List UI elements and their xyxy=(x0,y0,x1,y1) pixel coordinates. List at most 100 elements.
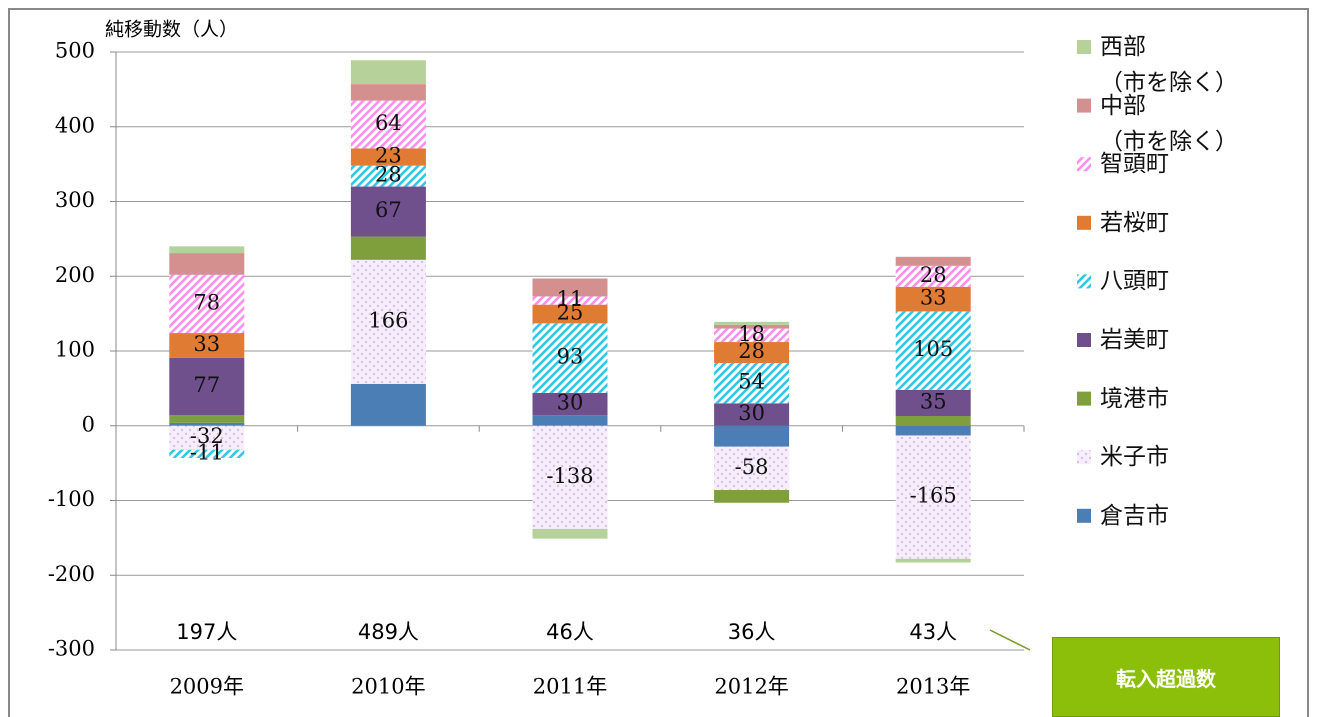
data-label: 23 xyxy=(375,144,402,168)
legend-swatch xyxy=(1077,391,1091,406)
data-label: 78 xyxy=(193,290,220,314)
bar-segment xyxy=(169,333,245,358)
bar-segment xyxy=(714,490,790,503)
data-label: 64 xyxy=(375,111,402,135)
bar-segment xyxy=(169,246,245,254)
y-tick-label: 0 xyxy=(82,412,95,436)
data-label: -11 xyxy=(190,440,224,464)
bar-segment xyxy=(169,274,245,334)
legend-label: 若桜町 xyxy=(1100,209,1169,236)
data-label: 28 xyxy=(738,339,765,363)
bar-segment xyxy=(532,528,608,539)
data-label: 33 xyxy=(193,332,220,356)
y-tick-label: -300 xyxy=(48,637,95,661)
legend-label: 八頭町 xyxy=(1100,268,1169,295)
data-label: 166 xyxy=(368,308,408,332)
bar-segment xyxy=(895,558,971,563)
bar-segment xyxy=(169,425,245,450)
bar-segment xyxy=(169,422,245,426)
data-label: -165 xyxy=(910,484,957,508)
bar-segment xyxy=(350,60,426,85)
legend-swatch xyxy=(1077,450,1091,465)
y-tick-label: 100 xyxy=(55,338,95,362)
frame xyxy=(8,8,1309,717)
bar-segment xyxy=(895,435,971,559)
data-label: 28 xyxy=(920,263,947,287)
x-tick-label: 2012年 xyxy=(714,675,788,699)
legend-label: 中部 （市を除く） xyxy=(1100,92,1238,155)
data-label: 77 xyxy=(193,373,220,397)
legend-label: 倉吉市 xyxy=(1100,502,1169,529)
data-label: 28 xyxy=(375,163,402,187)
bar-segment xyxy=(350,236,426,260)
legend-swatch xyxy=(1077,274,1091,289)
bar-segment xyxy=(714,446,790,491)
legend-label: 境港市 xyxy=(1100,385,1169,412)
data-label: -138 xyxy=(546,464,593,488)
bar-segment xyxy=(350,148,426,166)
legend-swatch xyxy=(1077,508,1091,523)
callout-line xyxy=(989,629,1031,651)
bar-segment xyxy=(532,278,608,297)
bar-segment xyxy=(895,416,971,426)
x-tick-label: 2010年 xyxy=(351,675,425,699)
bar-segment xyxy=(895,389,971,417)
legend-label: 岩美町 xyxy=(1100,327,1169,353)
bar-segment xyxy=(532,323,608,393)
data-label: 33 xyxy=(920,286,947,310)
y-tick-label: 200 xyxy=(55,263,95,287)
legend-swatch xyxy=(1077,215,1091,230)
bar-segment xyxy=(714,328,790,343)
bar-segment xyxy=(895,265,971,287)
total-label: 36人 xyxy=(728,620,776,644)
y-tick-label: -200 xyxy=(48,562,95,586)
data-label: 54 xyxy=(738,370,765,394)
total-label: 489人 xyxy=(358,620,419,644)
legend-label: 米子市 xyxy=(1100,444,1169,471)
bar-segment xyxy=(532,304,608,324)
bar-segment xyxy=(714,362,790,404)
bar-segment xyxy=(532,296,608,305)
data-label: -32 xyxy=(190,424,224,448)
callout: 転入超過数 xyxy=(1052,637,1280,717)
x-tick-label: 2009年 xyxy=(170,675,244,699)
bar-segment xyxy=(532,392,608,416)
bar-segment xyxy=(532,415,608,426)
y-tick-label: 500 xyxy=(55,39,95,63)
data-label: 30 xyxy=(738,401,765,425)
data-label: 25 xyxy=(557,300,584,324)
total-label: 43人 xyxy=(909,620,957,644)
bar-segment xyxy=(714,321,790,325)
data-label: 67 xyxy=(375,198,402,222)
data-label: 11 xyxy=(557,287,584,311)
bar-segment xyxy=(350,100,426,149)
legend-swatch xyxy=(1077,98,1091,113)
legend-label: 西部 （市を除く） xyxy=(1100,34,1238,96)
bar-segment xyxy=(895,286,971,312)
legend-label: 智頭町 xyxy=(1100,151,1169,178)
y-tick-label: 300 xyxy=(55,188,95,212)
y-tick-label: 400 xyxy=(55,113,95,137)
bar-segment xyxy=(350,383,426,426)
total-label: 46人 xyxy=(546,620,594,644)
data-label: 93 xyxy=(557,345,584,369)
bar-segment xyxy=(350,165,426,187)
total-label: 197人 xyxy=(176,620,237,644)
legend-swatch xyxy=(1077,333,1091,347)
y-tick-label: -100 xyxy=(48,487,95,511)
y-axis-label: 純移動数（人） xyxy=(105,19,238,41)
bar-segment xyxy=(350,84,426,101)
legend-swatch xyxy=(1077,157,1091,172)
data-label: 35 xyxy=(920,389,947,413)
bar-segment xyxy=(895,425,971,436)
data-label: 105 xyxy=(913,337,953,361)
bar-segment xyxy=(714,403,790,426)
bar-segment xyxy=(169,415,245,423)
bar-segment xyxy=(714,425,790,447)
data-label: -58 xyxy=(735,455,769,479)
bar-segment xyxy=(350,186,426,237)
bar-segment xyxy=(169,357,245,416)
bar-segment xyxy=(350,259,426,384)
